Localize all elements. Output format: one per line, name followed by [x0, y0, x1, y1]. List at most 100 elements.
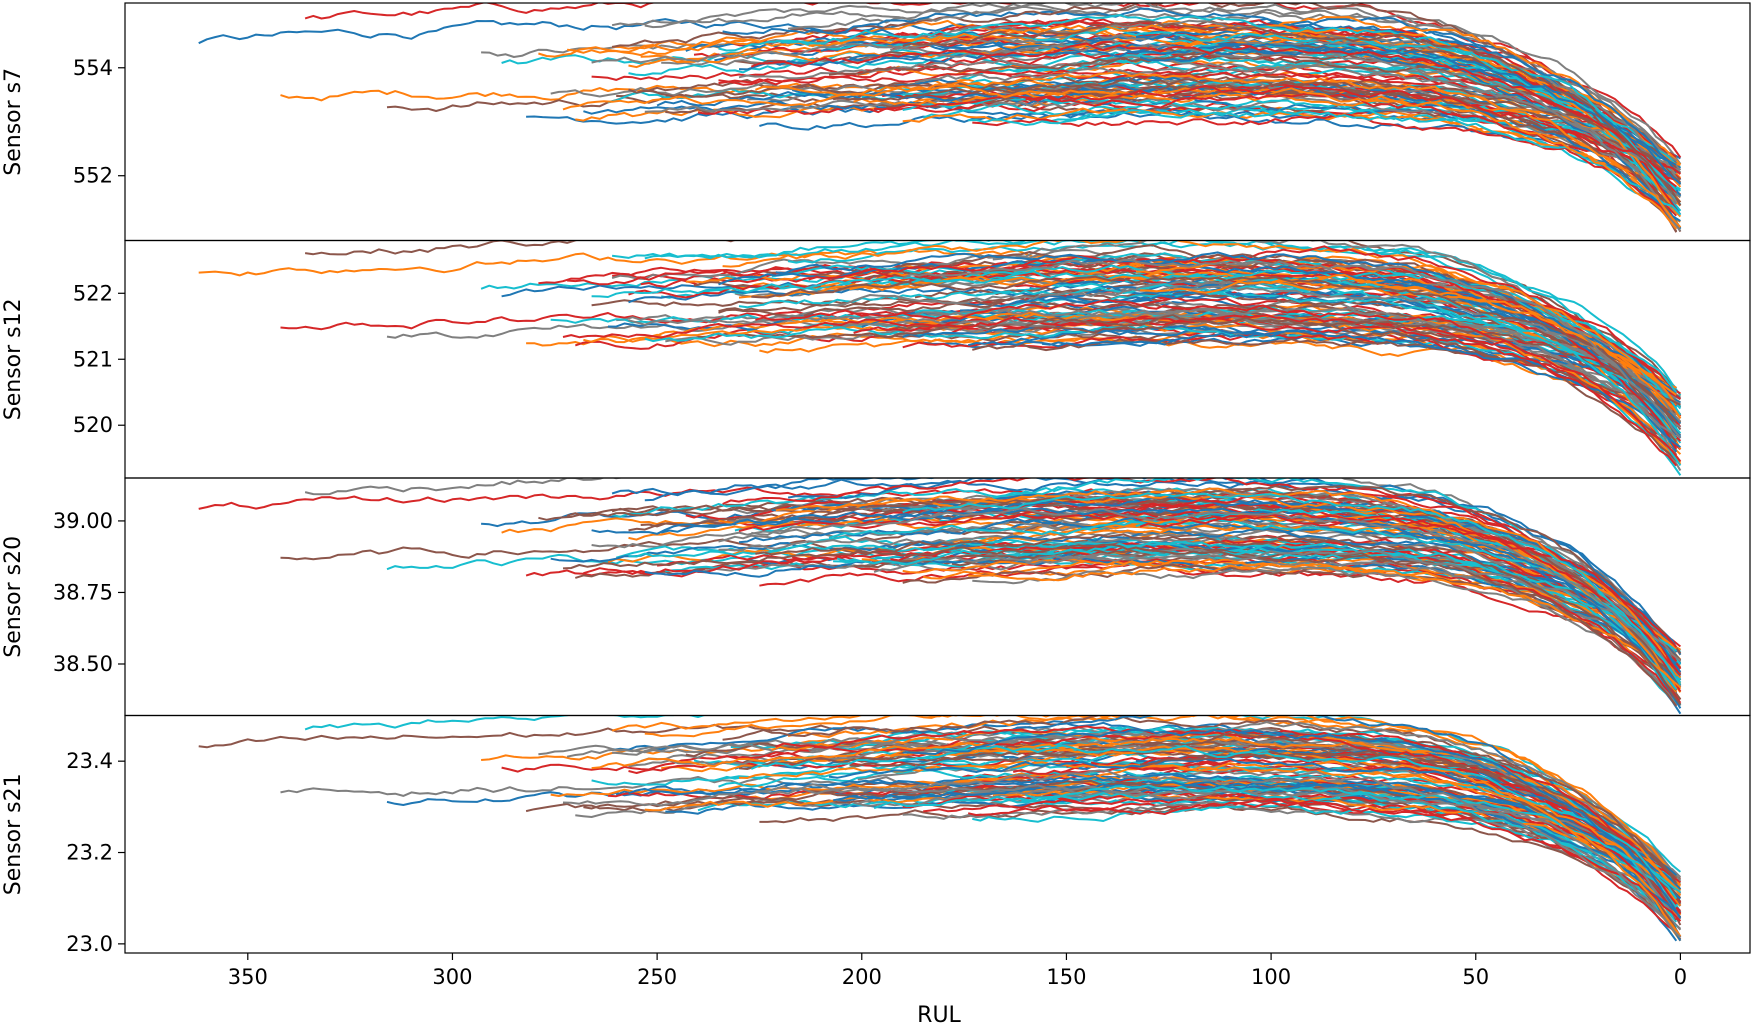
x-tick-label: 100: [1251, 965, 1291, 989]
series-line: [849, 746, 1677, 880]
series-line: [718, 528, 1678, 657]
x-tick-label: 250: [637, 965, 677, 989]
y-tick-label: 522: [73, 281, 113, 305]
series-line: [890, 737, 1678, 879]
series-group: [198, 240, 1682, 476]
series-line: [1135, 731, 1678, 885]
y-tick-label: 23.4: [66, 749, 113, 773]
series-group: [198, 715, 1682, 942]
series-line: [902, 333, 1682, 442]
series-line: [1135, 490, 1678, 662]
x-tick-label: 350: [228, 965, 268, 989]
series-line: [1135, 508, 1678, 652]
y-axis-label: Sensor s21: [1, 773, 26, 895]
series-line: [1025, 314, 1681, 406]
series-line: [902, 728, 1682, 919]
x-tick-label: 200: [842, 965, 882, 989]
series-line: [628, 759, 1678, 883]
series-line: [628, 772, 1677, 876]
series-line: [644, 478, 1678, 694]
panel-1: 552 554 Sensor s7: [1, 2, 1751, 242]
series-group: [198, 478, 1682, 715]
series-line: [1143, 485, 1678, 661]
series-line: [967, 329, 1681, 449]
panel-2: 520 521 522 Sensor s12: [1, 239, 1751, 479]
y-tick-label: 23.2: [66, 841, 113, 865]
series-line: [198, 18, 1682, 181]
series-line: [1139, 47, 1682, 185]
series-line: [972, 566, 1678, 672]
x-tick-label: 150: [1046, 965, 1086, 989]
series-line: [755, 769, 1682, 939]
series-line: [697, 556, 1681, 652]
series-line: [787, 479, 1682, 656]
series-line: [628, 76, 1677, 169]
panel-4: 23.0 23.2 23.4 Sensor s21: [1, 714, 1751, 956]
series-line: [751, 507, 1678, 679]
series-line: [828, 285, 1682, 423]
y-tick-label: 521: [73, 347, 113, 371]
series-line: [808, 487, 1678, 691]
y-axis-label: Sensor s7: [1, 68, 26, 176]
y-axis-label: Sensor s20: [1, 536, 26, 658]
series-line: [775, 251, 1678, 436]
series-line: [751, 275, 1678, 423]
series-line: [787, 5, 1682, 165]
series-line: [775, 14, 1678, 191]
series-line: [644, 715, 1678, 914]
y-tick-label: 38.50: [53, 652, 113, 676]
series-line: [1135, 257, 1678, 406]
series-line: [1025, 84, 1682, 175]
y-axis-label: Sensor s12: [1, 298, 26, 420]
series-line: [972, 803, 1677, 898]
series-line: [755, 533, 1682, 706]
series-line: [750, 744, 1678, 900]
series-line: [972, 338, 1677, 414]
y-tick-label: 554: [73, 56, 113, 80]
series-line: [968, 563, 1682, 689]
panel-frame: [124, 714, 1751, 954]
series-line: [562, 84, 1678, 230]
series-line: [750, 42, 1677, 188]
x-tick-label: 0: [1674, 965, 1687, 989]
x-tick-label: 300: [432, 965, 472, 989]
series-line: [738, 508, 1682, 704]
series-line: [873, 789, 1677, 931]
series-line: [967, 800, 1682, 922]
series-line: [902, 258, 1682, 439]
series-line: [902, 563, 1682, 687]
series-line: [902, 20, 1682, 207]
series-line: [591, 270, 1682, 466]
series-line: [718, 26, 1678, 215]
series-line: [828, 757, 1682, 900]
series-line: [562, 543, 1678, 707]
series-line: [808, 255, 1678, 450]
series-line: [628, 272, 1678, 440]
series-line: [738, 283, 1682, 434]
series-line: [304, 478, 1682, 687]
y-tick-label: 23.0: [66, 932, 113, 956]
series-line: [304, 240, 1682, 431]
series-line: [562, 314, 1678, 467]
series-line: [922, 535, 1678, 706]
series-line: [759, 335, 1678, 441]
panel-3: 38.50 38.75 39.00 Sensor s20: [1, 477, 1751, 717]
series-line: [787, 715, 1682, 886]
x-axis-label: RUL: [917, 1003, 961, 1028]
series-line: [591, 507, 1682, 709]
y-tick-label: 38.75: [53, 580, 113, 604]
series-line: [972, 113, 1677, 181]
series-line: [1025, 548, 1682, 662]
series-line: [562, 784, 1678, 933]
series-line: [1139, 512, 1682, 676]
series-line: [738, 748, 1682, 938]
series-line: [816, 17, 1678, 211]
series-line: [902, 492, 1682, 686]
series-line: [644, 3, 1678, 205]
y-tick-label: 39.00: [53, 509, 113, 533]
series-line: [992, 240, 1682, 472]
x-tick-label: 50: [1462, 965, 1489, 989]
x-axis: 350 300 250 200 150 100 50 0: [228, 953, 1687, 989]
